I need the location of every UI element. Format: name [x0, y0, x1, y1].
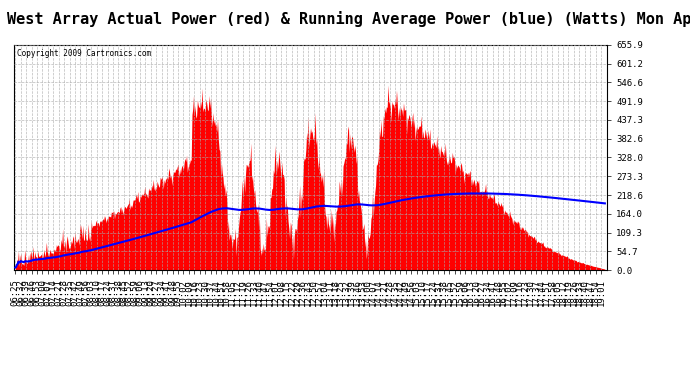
Text: Copyright 2009 Cartronics.com: Copyright 2009 Cartronics.com [17, 50, 151, 58]
Text: West Array Actual Power (red) & Running Average Power (blue) (Watts) Mon Apr 13 : West Array Actual Power (red) & Running … [7, 11, 690, 27]
